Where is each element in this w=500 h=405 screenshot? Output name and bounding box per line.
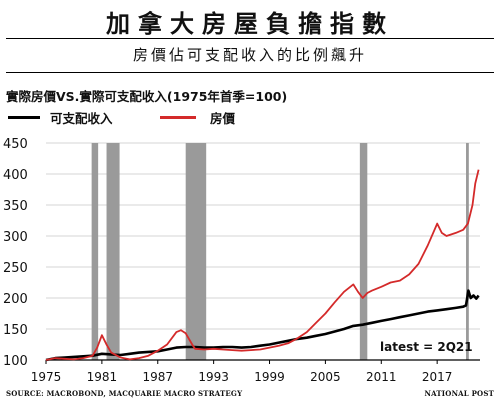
recession-band xyxy=(106,143,120,360)
series-lines xyxy=(45,169,480,362)
x-tick-label: 1987 xyxy=(142,370,173,384)
y-tick-label: 150 xyxy=(3,323,28,338)
recession-band xyxy=(185,143,207,360)
x-tick-label: 2011 xyxy=(366,370,397,384)
y-tick-labels: 100 150 200 250 300 350 400 450 xyxy=(3,137,28,369)
title-rule xyxy=(6,38,494,39)
legend-label-income: 可支配收入 xyxy=(50,111,113,126)
y-tick-label: 400 xyxy=(3,168,28,183)
latest-annotation: latest = 2Q21 xyxy=(380,340,473,354)
series-line-income xyxy=(45,289,480,362)
page-subtitle: 房價佔可支配收入的比例飆升 xyxy=(132,46,367,64)
x-tick-label: 1975 xyxy=(31,370,62,384)
y-tick-label: 100 xyxy=(3,354,28,369)
subtitle-rule xyxy=(6,72,494,73)
line-chart: 100 150 200 250 300 350 400 450 1975 1981 1987 199… xyxy=(3,137,480,384)
legend-swatch-income xyxy=(8,116,40,119)
recession-bands xyxy=(91,143,469,360)
y-tick-label: 200 xyxy=(3,292,28,307)
x-axis xyxy=(45,359,480,364)
x-tick-label: 2005 xyxy=(310,370,341,384)
y-tick-label: 300 xyxy=(3,230,28,245)
x-tick-label: 1993 xyxy=(198,370,229,384)
legend-label-price: 房價 xyxy=(210,111,236,126)
source-note: SOURCE: MACROBOND, MACQUARIE MACRO STRAT… xyxy=(6,389,243,398)
page-title: 加拿大房屋負擔指數 xyxy=(106,9,394,38)
recession-band xyxy=(359,143,368,360)
x-tick-label: 1981 xyxy=(87,370,118,384)
chart-title: 實際房價VS.實際可支配收入(1975年首季=100) xyxy=(6,89,288,104)
y-tick-label: 350 xyxy=(3,199,28,214)
y-tick-label: 450 xyxy=(3,137,28,152)
x-tick-label: 2017 xyxy=(422,370,453,384)
x-tick-labels: 1975 1981 1987 1993 1999 2005 2011 2017 xyxy=(31,370,453,384)
x-tick-label: 1999 xyxy=(254,370,285,384)
series-line-price xyxy=(45,169,480,361)
recession-band xyxy=(466,143,469,360)
legend-swatch-price xyxy=(160,116,196,119)
y-tick-label: 250 xyxy=(3,261,28,276)
recession-band xyxy=(91,143,99,360)
credit-note: NATIONAL POST xyxy=(424,389,494,398)
